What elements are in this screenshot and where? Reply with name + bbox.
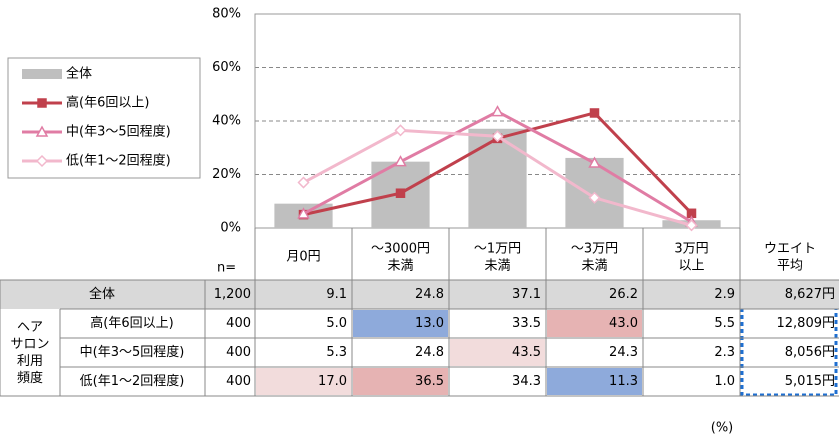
y-tick-label: 60% [212,60,241,75]
x-tick-label: 3万円以上 [674,241,708,273]
n-value: 400 [226,374,251,389]
row-label: 中(年3～5回程度) [80,344,185,360]
cell-value: 17.0 [318,374,347,389]
x-tick-label: 月0円 [286,250,320,265]
y-tick-label: 20% [212,167,241,182]
cell-value: 11.3 [609,374,638,389]
cell-value: 34.3 [512,374,541,389]
cell-value: 24.8 [415,345,444,360]
legend-label: 中(年3～5回程度) [66,124,171,140]
cell-value: 1.0 [714,374,735,389]
legend-label: 高(年6回以上) [66,95,149,111]
cell-value: 24.8 [415,287,444,302]
average-value: 5,015円 [785,374,835,389]
cell-highlight [353,310,448,337]
line-marker [491,130,504,143]
legend-marker [35,125,49,137]
cell-value: 26.2 [609,287,638,302]
bar [468,128,527,228]
average-value: 8,056円 [785,345,835,360]
cell-highlight [547,368,642,395]
line-marker [297,176,310,189]
cell-highlight [450,339,545,366]
y-tick-label: 80% [212,7,241,22]
n-value: 1,200 [214,287,251,302]
cell-highlight [256,368,351,395]
line-marker [297,207,310,219]
cell-value: 5.5 [714,316,735,331]
legend-label: 低(年1～2回程度) [66,153,171,169]
n-value: 400 [226,316,251,331]
legend-marker [37,98,47,108]
x-tick-label: ～3000円未満 [371,241,430,273]
line-marker [588,156,601,168]
row-label: 低(年1～2回程度) [80,373,185,389]
cell-value: 9.1 [326,287,347,302]
cell-value: 5.3 [326,345,347,360]
cell-value: 2.3 [714,345,735,360]
line-marker [589,108,600,118]
cell-value: 2.9 [714,287,735,302]
line-marker [394,155,407,167]
table-header: n= [217,261,236,276]
average-value: 8,627円 [785,287,835,302]
average-value: 12,809円 [777,316,836,331]
x-tick-label: ～1万円未満 [474,241,521,273]
legend-marker [35,154,49,168]
y-tick-label: 0% [220,221,241,236]
cell-value: 5.0 [326,316,347,331]
cell-value: 43.0 [609,316,638,331]
line-marker [491,105,504,117]
cell-value: 24.3 [609,345,638,360]
cell-value: 33.5 [512,316,541,331]
cell-value: 43.5 [512,345,541,360]
row-label: 全体 [89,286,115,302]
cell-highlight [353,368,448,395]
legend-label: 全体 [66,66,92,82]
group-label: ヘアサロン利用頻度 [10,320,49,386]
cell-highlight [547,310,642,337]
table-header: ウエイト平均 [764,241,816,273]
row-label: 高(年6回以上) [90,315,173,331]
cell-value: 13.0 [415,316,444,331]
unit-label: (%) [711,421,734,436]
y-tick-label: 40% [212,114,241,129]
line-marker [588,191,601,204]
cell-value: 36.5 [415,374,444,389]
cell-value: 37.1 [512,287,541,302]
n-value: 400 [226,345,251,360]
legend-swatch [22,69,62,79]
x-tick-label: ～3万円未満 [571,241,618,273]
line-marker [685,219,698,232]
line-marker [394,124,407,137]
line-marker [395,188,406,198]
table-row-bg [0,280,839,309]
